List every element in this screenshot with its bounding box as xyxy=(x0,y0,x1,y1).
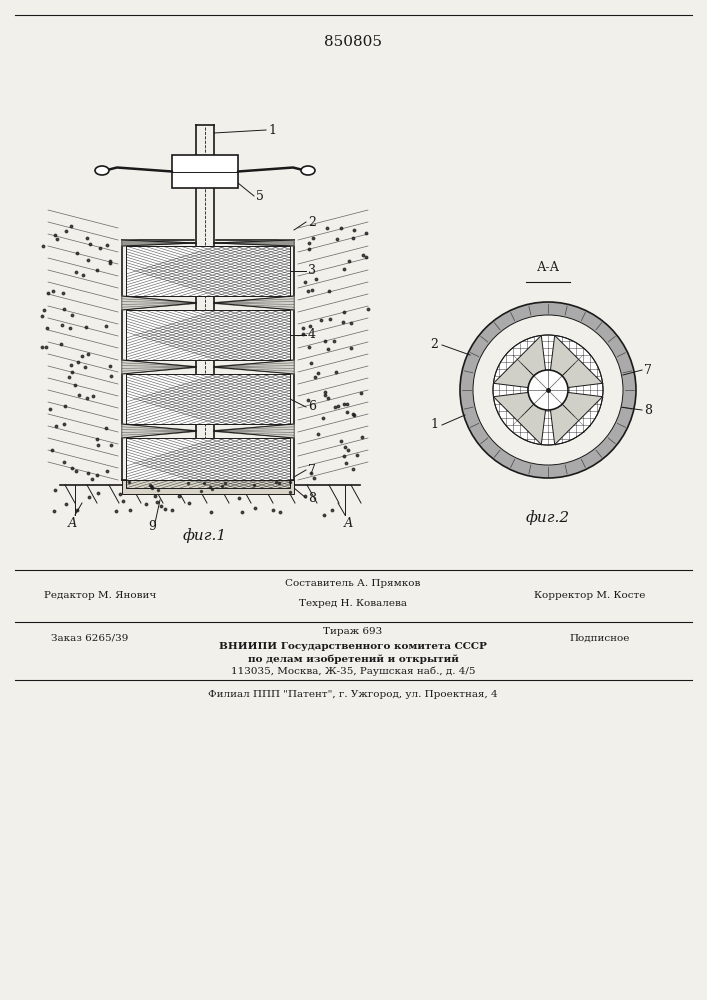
Text: 1: 1 xyxy=(430,418,438,432)
Text: Подписное: Подписное xyxy=(570,634,630,643)
Text: Тираж 693: Тираж 693 xyxy=(323,628,382,637)
Text: Корректор М. Косте: Корректор М. Косте xyxy=(534,591,645,600)
Text: фиг.2: фиг.2 xyxy=(526,510,570,525)
Text: А-А: А-А xyxy=(537,261,559,274)
Polygon shape xyxy=(126,438,290,488)
Text: 9: 9 xyxy=(148,520,156,534)
Text: 7: 7 xyxy=(644,363,652,376)
Text: 8: 8 xyxy=(644,403,652,416)
Text: 3: 3 xyxy=(308,264,316,277)
Polygon shape xyxy=(122,360,196,374)
Ellipse shape xyxy=(95,166,109,175)
Polygon shape xyxy=(126,374,290,424)
Circle shape xyxy=(473,315,623,465)
Polygon shape xyxy=(548,390,602,445)
Text: по делам изобретений и открытий: по делам изобретений и открытий xyxy=(247,654,458,664)
Polygon shape xyxy=(548,335,602,390)
Text: А: А xyxy=(67,517,77,530)
Circle shape xyxy=(528,370,568,410)
Polygon shape xyxy=(122,240,196,246)
Polygon shape xyxy=(126,246,290,296)
Polygon shape xyxy=(214,424,294,438)
Text: 5: 5 xyxy=(256,190,264,202)
Text: ВНИИПИ Государственного комитета СССР: ВНИИПИ Государственного комитета СССР xyxy=(219,642,487,651)
Text: Техред Н. Ковалева: Техред Н. Ковалева xyxy=(299,599,407,608)
Text: Заказ 6265/39: Заказ 6265/39 xyxy=(52,634,129,643)
Ellipse shape xyxy=(301,166,315,175)
Text: 2: 2 xyxy=(430,338,438,352)
Polygon shape xyxy=(493,390,548,445)
Text: Составитель А. Прямков: Составитель А. Прямков xyxy=(286,580,421,588)
Text: 8: 8 xyxy=(308,491,316,504)
Text: 1: 1 xyxy=(268,123,276,136)
Text: 4: 4 xyxy=(308,328,316,342)
Polygon shape xyxy=(126,310,290,360)
Polygon shape xyxy=(122,296,196,310)
Polygon shape xyxy=(214,296,294,310)
Circle shape xyxy=(493,335,603,445)
Text: 850805: 850805 xyxy=(324,35,382,49)
Text: 113035, Москва, Ж-35, Раушская наб., д. 4/5: 113035, Москва, Ж-35, Раушская наб., д. … xyxy=(230,666,475,676)
Polygon shape xyxy=(172,155,238,188)
Circle shape xyxy=(460,302,636,478)
Text: Филиал ППП "Патент", г. Ужгород, ул. Проектная, 4: Филиал ППП "Патент", г. Ужгород, ул. Про… xyxy=(208,690,498,699)
Text: А: А xyxy=(344,517,353,530)
Polygon shape xyxy=(122,480,294,494)
Text: 7: 7 xyxy=(308,464,316,477)
Polygon shape xyxy=(214,360,294,374)
Text: 6: 6 xyxy=(308,400,316,414)
Polygon shape xyxy=(122,424,196,438)
Text: 2: 2 xyxy=(308,216,316,229)
Text: Редактор М. Янович: Редактор М. Янович xyxy=(44,591,156,600)
Text: фиг.1: фиг.1 xyxy=(183,528,227,543)
Polygon shape xyxy=(493,335,548,390)
Polygon shape xyxy=(214,240,294,246)
